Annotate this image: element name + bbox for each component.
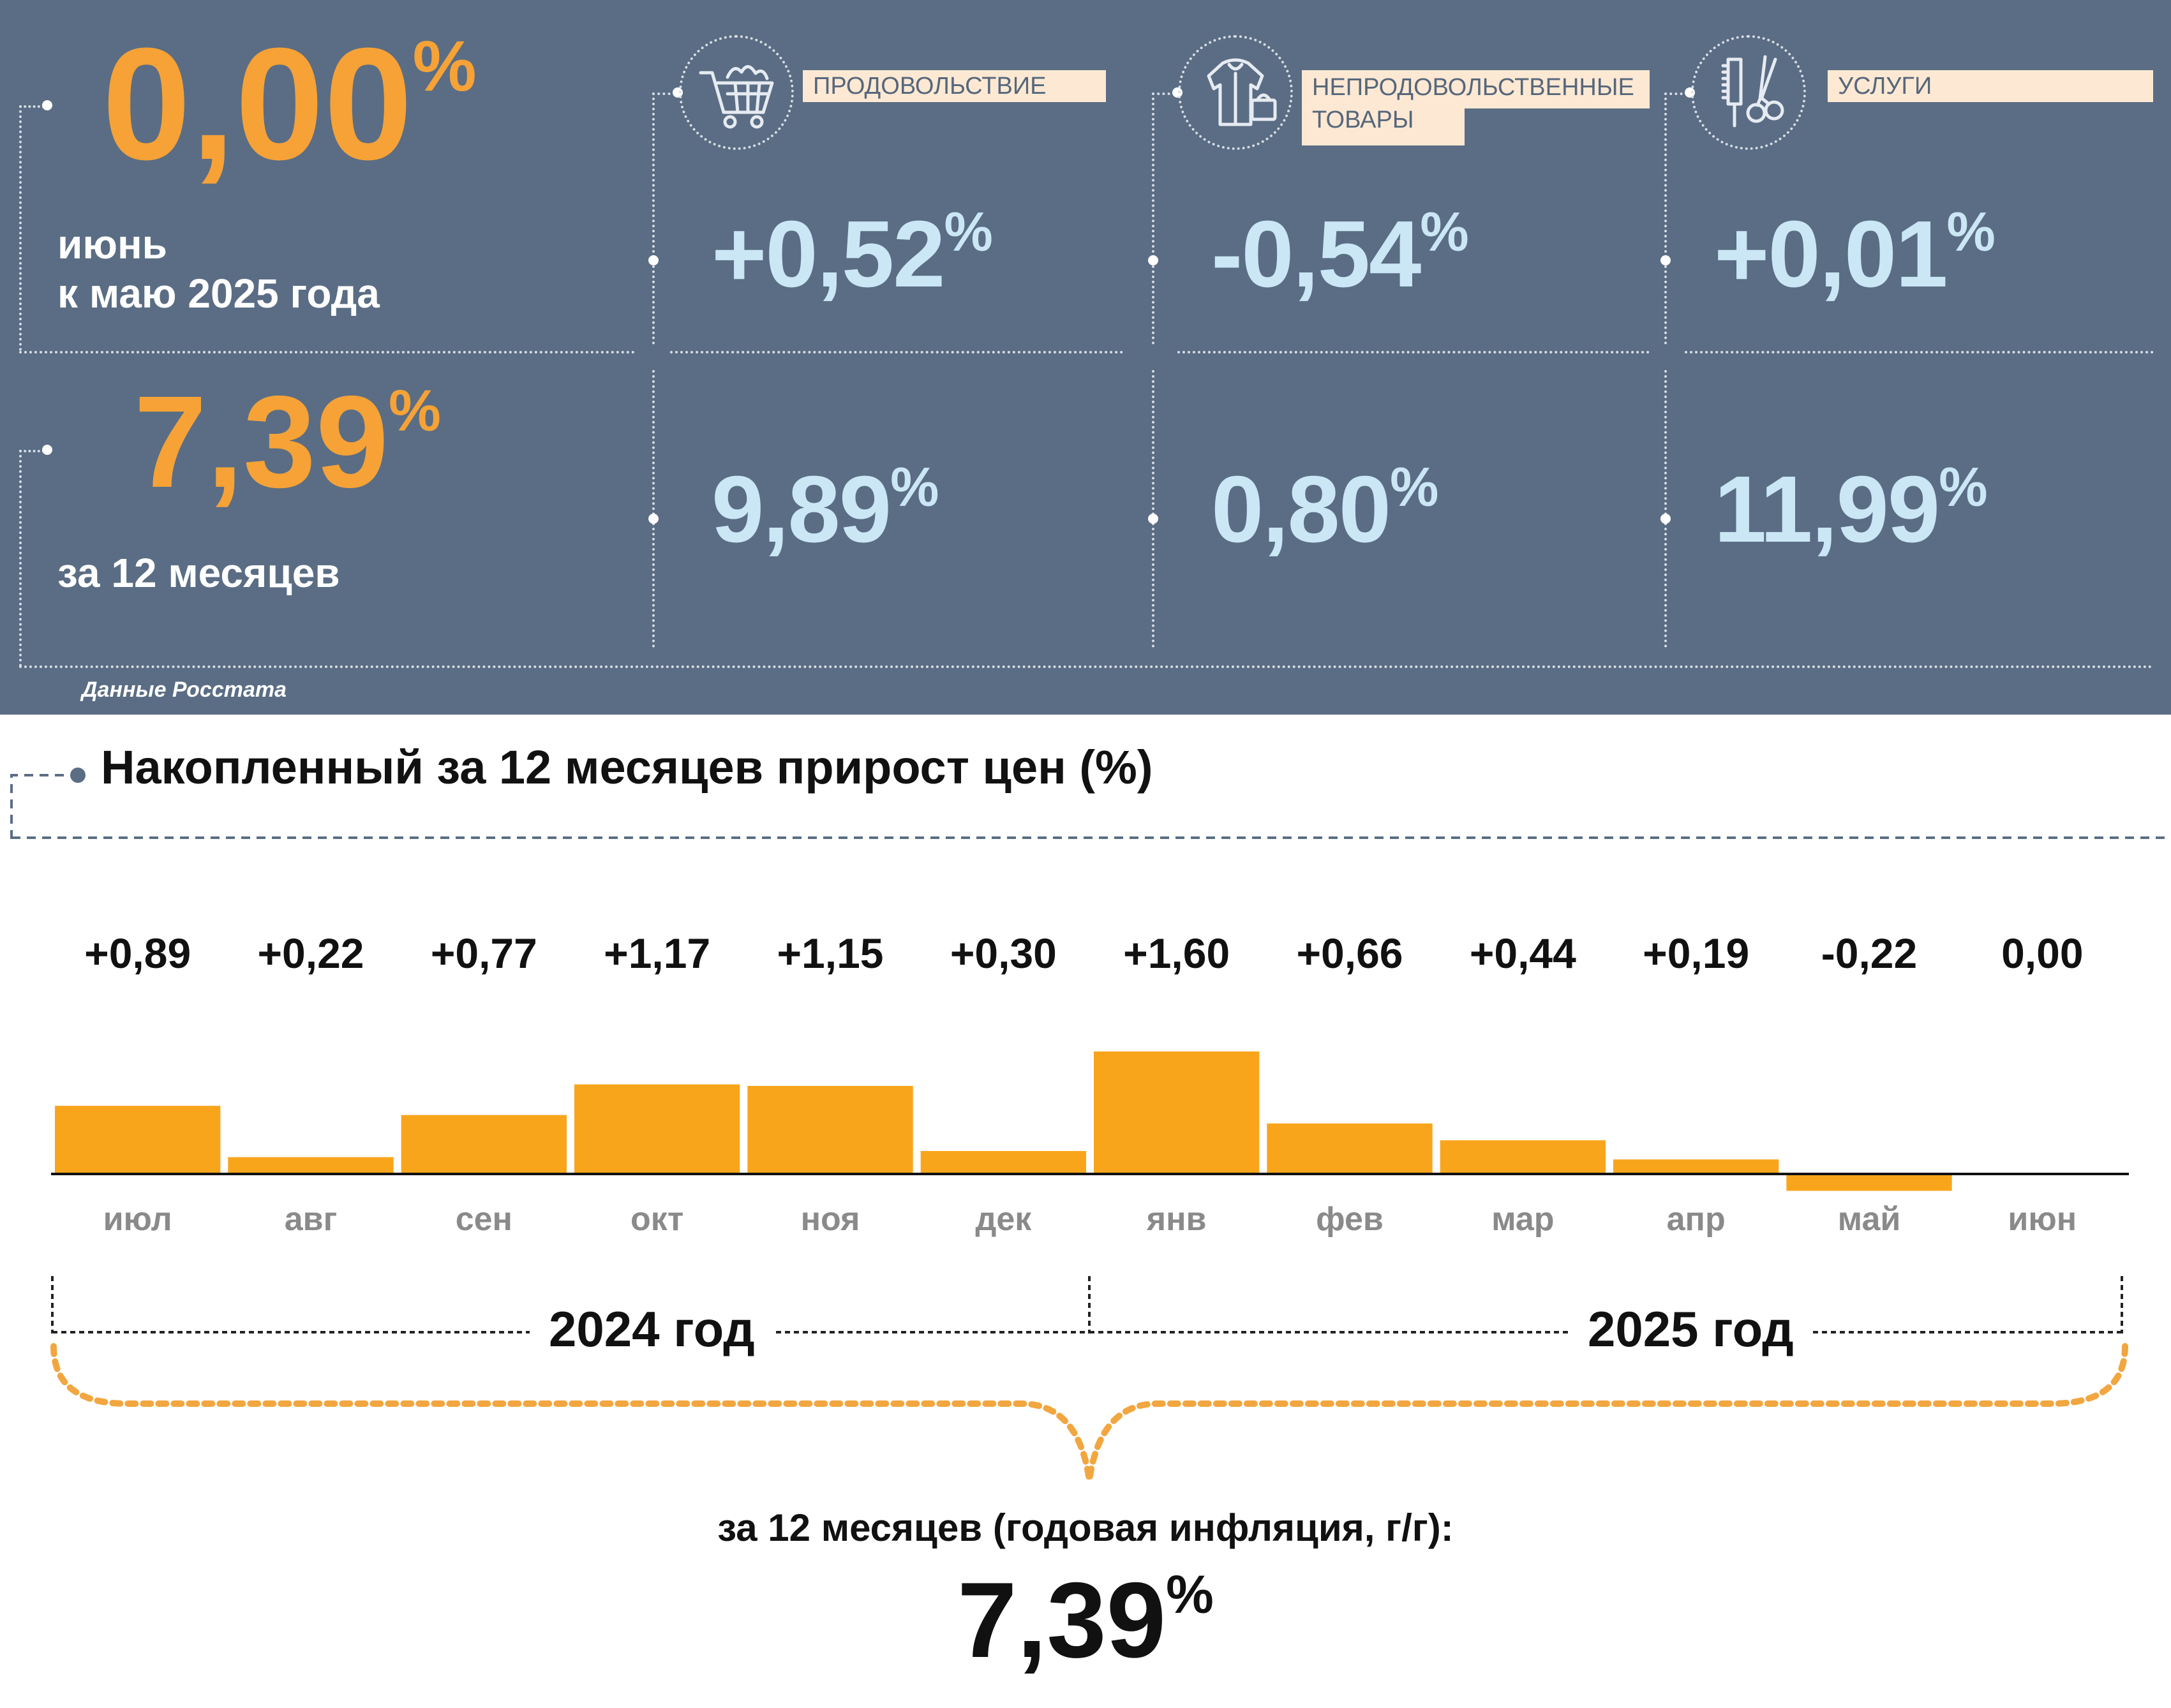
tick-label-авг: авг	[285, 1201, 338, 1238]
monthly-bar-chart: +0,89 июл +0,22 авг +0,77 сен +1,17 окт +1,15 ноя…	[51, 930, 2129, 1238]
bullet-dot	[1660, 514, 1671, 524]
bar-дек	[920, 1151, 1086, 1174]
bar-мар	[1440, 1140, 1606, 1174]
data-label-дек: +0,30	[950, 930, 1057, 977]
scissors-comb-icon	[1691, 35, 1806, 150]
divider	[670, 351, 1123, 353]
divider	[1152, 370, 1154, 648]
divider	[19, 450, 45, 452]
nonfood-annual-value: 0,80%	[1211, 456, 1438, 562]
bar-июл	[55, 1106, 221, 1174]
bar-сен	[401, 1115, 567, 1174]
food-annual-value: 9,89%	[712, 456, 939, 562]
tick-label-ноя: ноя	[801, 1201, 860, 1238]
tick-label-апр: апр	[1667, 1201, 1726, 1238]
data-label-июл: +0,89	[84, 930, 191, 977]
tick-label-июл: июл	[103, 1201, 172, 1238]
source-note: Данные Росстата	[82, 678, 287, 702]
divider	[19, 105, 22, 351]
bullet-dot	[648, 514, 659, 524]
food-monthly-value: +0,52%	[712, 201, 993, 307]
data-label-фев: +0,66	[1297, 930, 1403, 977]
bar-фев	[1267, 1123, 1433, 1174]
services-monthly-value: +0,01%	[1714, 201, 1996, 307]
data-label-ноя: +1,15	[777, 930, 884, 977]
bar-апр	[1613, 1159, 1779, 1174]
data-label-сен: +0,77	[431, 930, 537, 977]
services-annual-value: 11,99%	[1714, 456, 1988, 562]
divider	[1664, 93, 1693, 95]
data-label-мар: +0,44	[1470, 930, 1576, 977]
bullet-dot	[42, 445, 52, 455]
annual-inflation-value: 7,39%	[134, 369, 442, 515]
divider	[652, 370, 655, 648]
data-label-авг: +0,22	[258, 930, 364, 977]
category-label-food: ПРОДОВОЛЬСТВИЕ	[803, 70, 1106, 102]
bar-ноя	[747, 1086, 913, 1174]
divider	[652, 93, 681, 95]
tick-label-мар: мар	[1491, 1201, 1554, 1238]
category-label-nonfood-line2: ТОВАРЫ	[1302, 102, 1465, 145]
year-label-2025: 2025 год	[1569, 1300, 1813, 1358]
category-label-services: УСЛУГИ	[1828, 70, 2153, 102]
bar-май	[1786, 1174, 1952, 1191]
tick-label-сен: сен	[456, 1201, 512, 1238]
summary-panel: 0,00% июнь к маю 2025 года 7,39% за 12 ме…	[0, 0, 2171, 715]
tick-label-май: май	[1838, 1201, 1901, 1238]
bar-авг	[228, 1157, 394, 1174]
tick-label-дек: дек	[975, 1201, 1032, 1238]
bar-янв	[1094, 1051, 1260, 1174]
divider	[19, 450, 22, 667]
clothes-icon	[1178, 35, 1293, 150]
monthly-inflation-value: 0,00%	[102, 15, 477, 193]
monthly-period-label: июнь к маю 2025 года	[57, 221, 380, 316]
divider	[1152, 93, 1181, 95]
divider	[1152, 93, 1154, 345]
bar-окт	[574, 1084, 740, 1174]
tick-label-окт: окт	[630, 1201, 683, 1238]
divider	[19, 105, 45, 108]
annual-total-value: 7,39%	[957, 1560, 1214, 1680]
bullet-dot	[1148, 255, 1158, 265]
tick-label-янв: янв	[1146, 1201, 1207, 1238]
year-label-2024: 2024 год	[530, 1300, 774, 1358]
chart-title: Накопленный за 12 месяцев прирост цен (%…	[101, 741, 1153, 794]
data-label-апр: +0,19	[1643, 930, 1749, 977]
year-brackets	[50, 1276, 2128, 1481]
annual-period-label: за 12 месяцев	[57, 550, 340, 596]
tick-label-июн: июн	[2008, 1201, 2077, 1238]
data-label-май: -0,22	[1821, 930, 1917, 977]
divider	[1177, 351, 1650, 353]
divider	[1685, 351, 2154, 353]
bullet-dot	[42, 100, 52, 110]
divider	[19, 351, 635, 353]
shopping-cart-icon	[679, 35, 794, 150]
data-label-янв: +1,60	[1123, 930, 1230, 977]
nonfood-monthly-value: -0,54%	[1211, 201, 1469, 307]
bullet-dot	[1660, 255, 1671, 265]
data-label-июн: 0,00	[2001, 930, 2083, 977]
section-title-connector	[10, 768, 2170, 839]
divider	[1664, 370, 1667, 648]
data-label-окт: +1,17	[604, 930, 710, 977]
divider	[1664, 93, 1667, 345]
bullet-dot	[648, 255, 659, 265]
annual-caption: за 12 месяцев (годовая инфляция, г/г):	[717, 1506, 1454, 1549]
bullet-dot	[1148, 514, 1158, 524]
divider	[19, 665, 2154, 668]
divider	[652, 93, 655, 345]
tick-label-фев: фев	[1316, 1201, 1384, 1238]
category-label-nonfood: НЕПРОДОВОЛЬСТВЕННЫЕ	[1302, 70, 1650, 108]
